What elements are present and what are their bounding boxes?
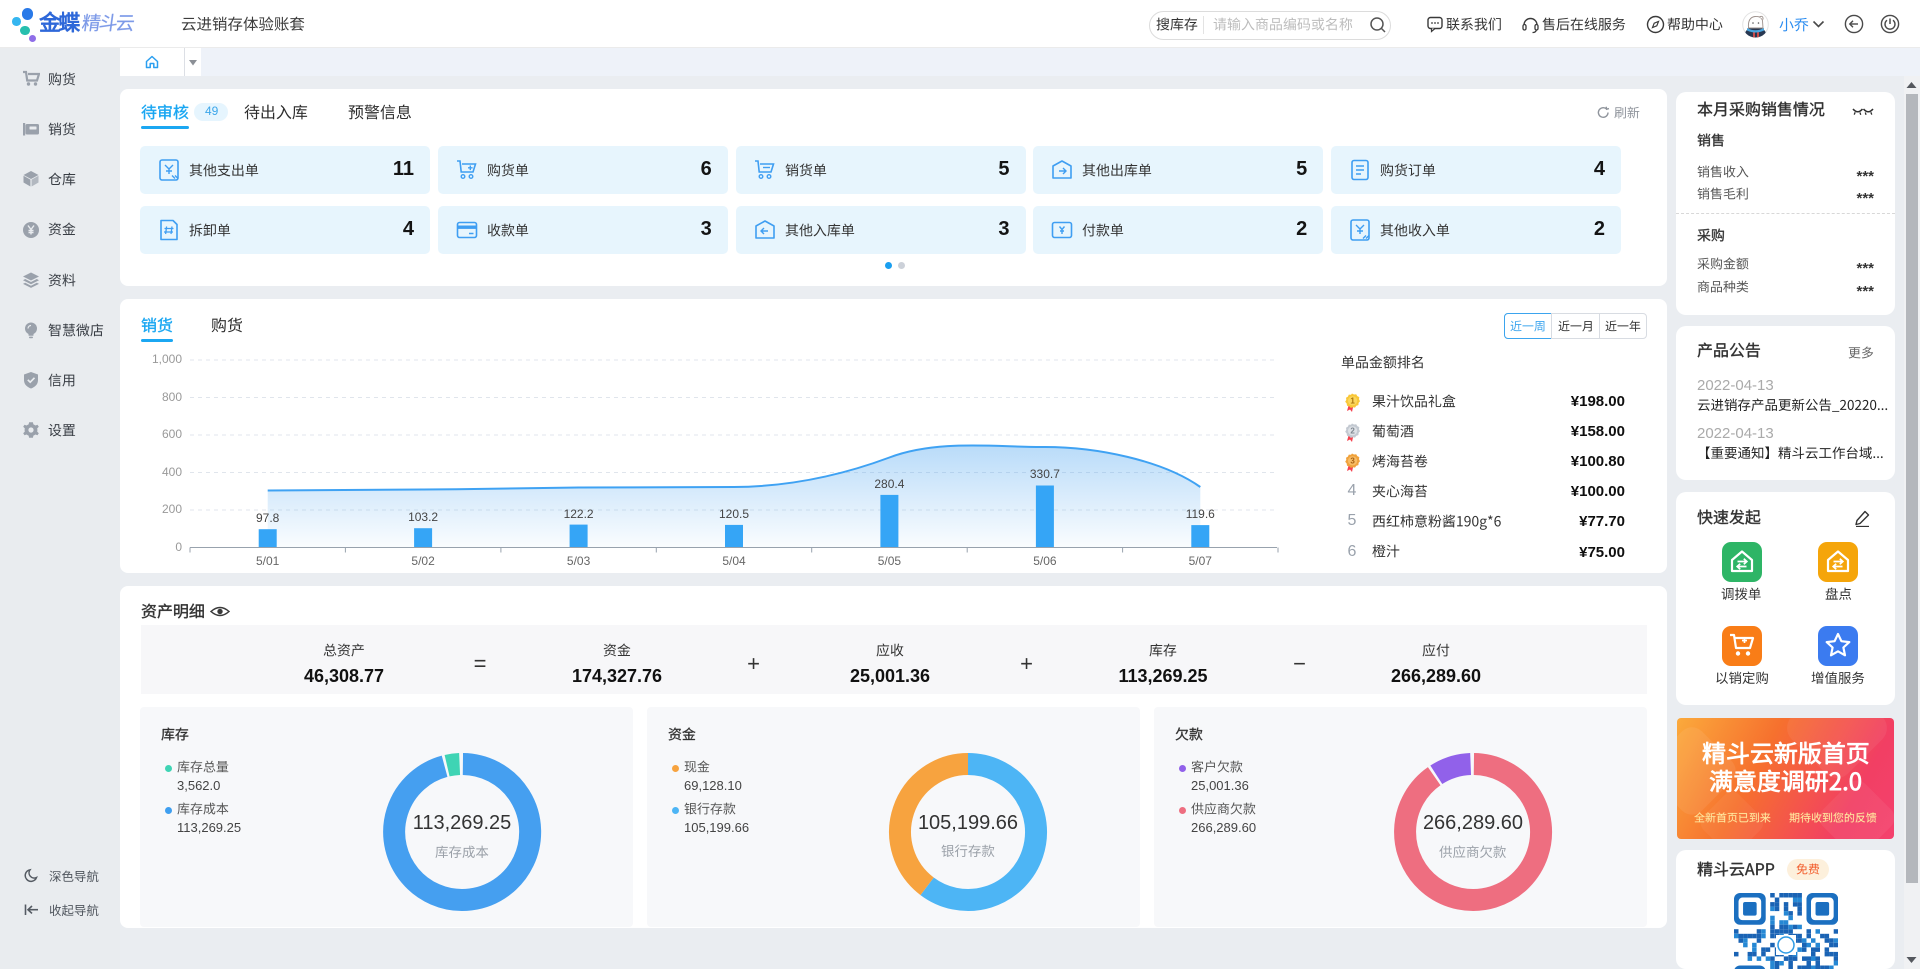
svg-text:1: 1 xyxy=(1350,397,1355,406)
svg-text:3: 3 xyxy=(1350,457,1355,466)
svg-text:2: 2 xyxy=(1350,427,1355,436)
